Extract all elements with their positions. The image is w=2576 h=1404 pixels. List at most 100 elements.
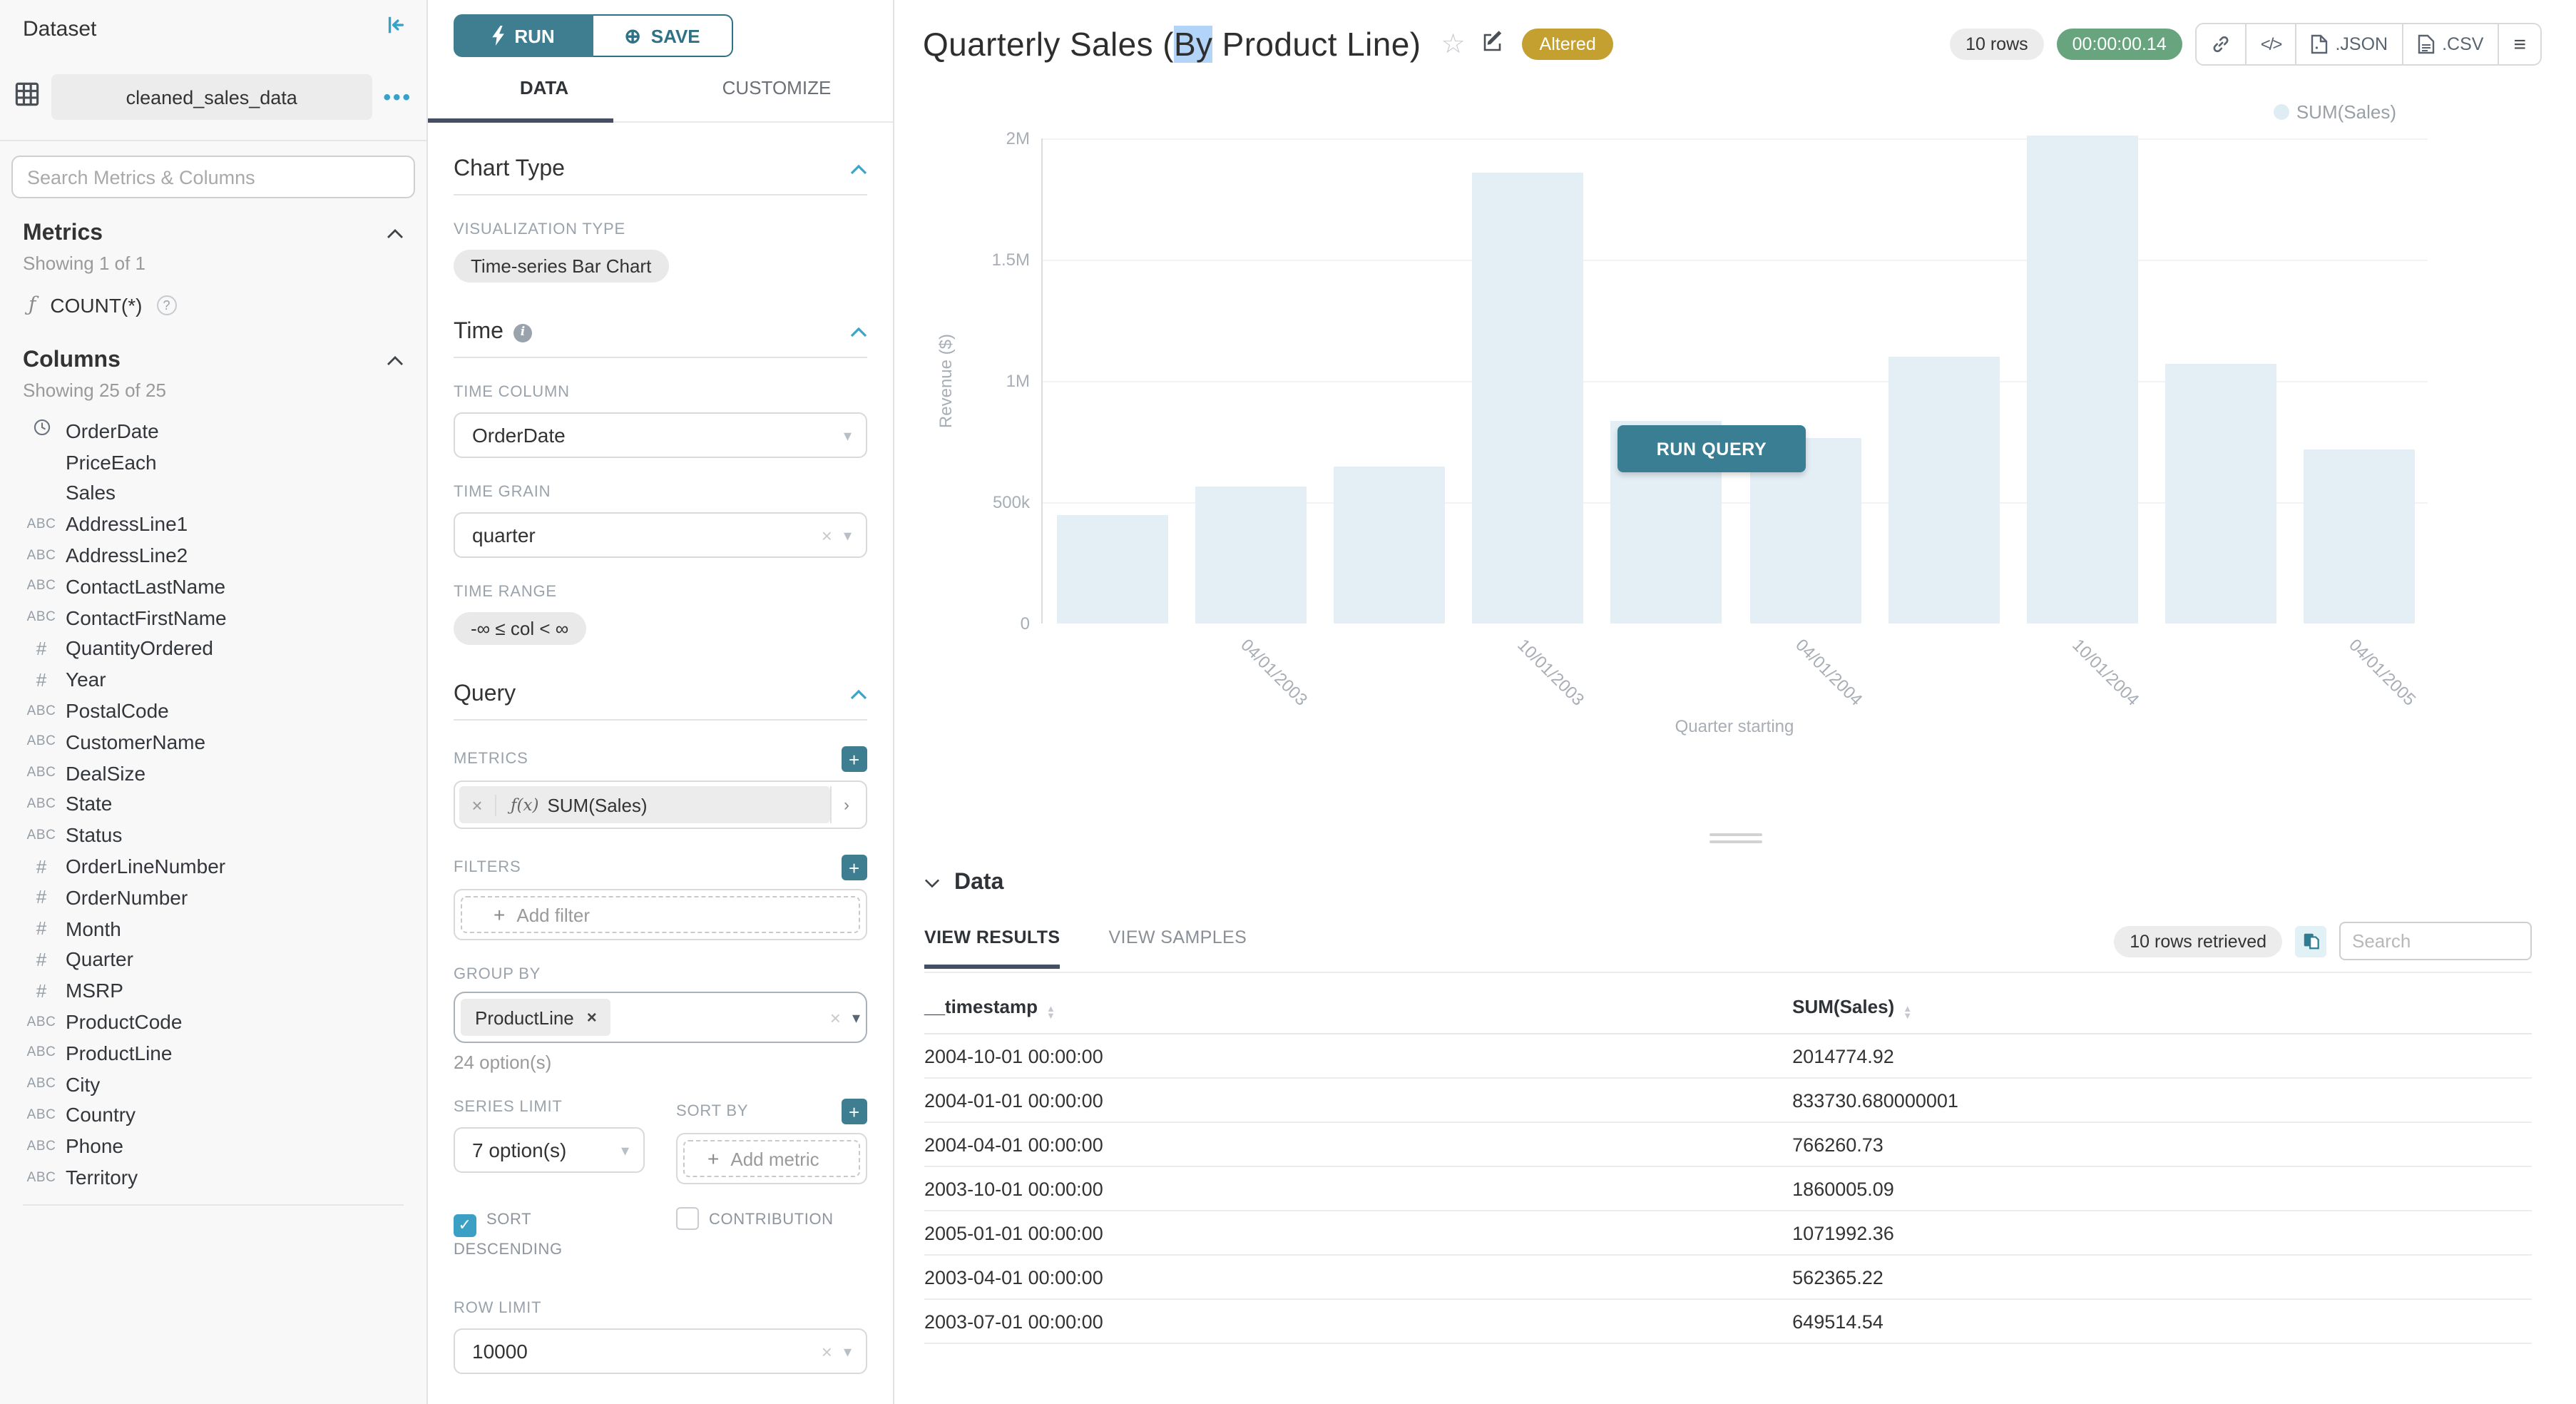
table-row[interactable]: 2004-04-01 00:00:00 766260.73 — [924, 1122, 2532, 1167]
tab-data[interactable]: DATA — [519, 77, 569, 98]
plus-icon: + — [494, 903, 506, 926]
sort-descending-checkbox[interactable]: ✓ — [454, 1214, 476, 1237]
column-header-sum-sales[interactable]: SUM(Sales) ▲ ▼ — [1792, 987, 2532, 1034]
group-by-control[interactable]: ProductLine × × ▾ — [454, 992, 867, 1043]
column-item[interactable]: ABC Phone — [0, 1131, 426, 1162]
column-item[interactable]: # OrderNumber — [0, 882, 426, 913]
metric-item[interactable]: ƒ COUNT(*) ? — [0, 274, 426, 317]
chart-type-collapse-icon[interactable] — [850, 157, 867, 183]
export-csv-button[interactable]: .CSV — [2402, 24, 2498, 64]
chevron-right-icon[interactable]: › — [830, 786, 862, 823]
bar-2003-01-01[interactable] — [1056, 515, 1168, 624]
cell-value: 2014774.92 — [1792, 1034, 2532, 1079]
column-item[interactable]: OrderDate — [0, 415, 426, 447]
edit-title-icon[interactable] — [1483, 29, 1506, 59]
export-json-button[interactable]: .JSON — [2295, 24, 2403, 64]
bar-2005-04-01[interactable] — [2304, 449, 2416, 624]
column-item[interactable]: # Month — [0, 913, 426, 945]
column-item[interactable]: ABC AddressLine1 — [0, 509, 426, 540]
column-item[interactable]: Sales — [0, 477, 426, 509]
time-grain-select[interactable]: quarter × ▾ — [454, 512, 867, 558]
column-item[interactable]: ABC Territory — [0, 1161, 426, 1193]
metric-chip[interactable]: × ƒ(x) SUM(Sales) — [459, 786, 830, 823]
add-metric-button[interactable]: + — [842, 746, 867, 772]
remove-chip-icon[interactable]: × — [586, 1007, 597, 1027]
embed-code-button[interactable]: </> — [2244, 24, 2296, 64]
bar-2003-04-01[interactable] — [1195, 487, 1307, 624]
table-row[interactable]: 2004-10-01 00:00:00 2014774.92 — [924, 1034, 2532, 1079]
table-row[interactable]: 2004-01-01 00:00:00 833730.680000001 — [924, 1078, 2532, 1123]
query-collapse-icon[interactable] — [850, 682, 867, 708]
bar-2004-10-01[interactable] — [2027, 135, 2138, 624]
chevron-down-icon[interactable] — [924, 878, 940, 889]
bar-2005-01-01[interactable] — [2165, 363, 2277, 624]
tab-view-results[interactable]: VIEW RESULTS — [924, 922, 1060, 969]
copy-data-button[interactable] — [2295, 925, 2326, 957]
add-filter-dropzone[interactable]: + Add filter — [461, 896, 860, 933]
tab-customize[interactable]: CUSTOMIZE — [722, 77, 832, 98]
save-button[interactable]: ⊕ SAVE — [593, 14, 733, 57]
sort-icon[interactable]: ▲ ▼ — [1903, 1004, 1913, 1021]
time-collapse-icon[interactable] — [850, 320, 867, 345]
table-row[interactable]: 2003-04-01 00:00:00 562365.22 — [924, 1255, 2532, 1300]
column-item[interactable]: ABC PostalCode — [0, 695, 426, 726]
search-metrics-columns-input[interactable] — [11, 156, 415, 198]
help-icon[interactable]: ? — [156, 295, 177, 315]
clear-icon[interactable]: × — [821, 524, 832, 546]
clear-icon[interactable]: × — [829, 1007, 841, 1028]
dataset-more-icon[interactable]: ••• — [383, 85, 412, 109]
column-item[interactable]: ABC State — [0, 788, 426, 820]
column-header-timestamp[interactable]: __timestamp ▲ ▼ — [924, 987, 1793, 1034]
tab-view-samples[interactable]: VIEW SAMPLES — [1108, 927, 1247, 947]
column-item[interactable]: ABC City — [0, 1068, 426, 1099]
group-by-chip[interactable]: ProductLine × — [461, 999, 611, 1036]
metrics-collapse-icon[interactable] — [387, 221, 404, 247]
dataset-name[interactable]: cleaned_sales_data — [51, 74, 372, 120]
columns-collapse-icon[interactable] — [387, 348, 404, 374]
favorite-star-icon[interactable]: ☆ — [1441, 29, 1466, 59]
sort-icon[interactable]: ▲ ▼ — [1046, 1004, 1056, 1021]
legend[interactable]: SUM(Sales) — [2273, 101, 2396, 123]
column-item[interactable]: # QuantityOrdered — [0, 633, 426, 664]
column-item[interactable]: ABC DealSize — [0, 758, 426, 789]
series-limit-select[interactable]: 7 option(s) ▾ — [454, 1127, 645, 1173]
run-button[interactable]: RUN — [454, 14, 593, 57]
panel-resize-handle[interactable] — [1709, 833, 1762, 848]
clock-icon — [17, 418, 66, 444]
column-item[interactable]: # MSRP — [0, 975, 426, 1007]
visualization-type-value[interactable]: Time-series Bar Chart — [454, 250, 669, 283]
collapse-panel-icon[interactable] — [385, 14, 407, 43]
column-item[interactable]: ABC ContactFirstName — [0, 602, 426, 634]
column-item[interactable]: ABC ProductCode — [0, 1006, 426, 1037]
bar-2004-07-01[interactable] — [1888, 356, 2000, 624]
table-row[interactable]: 2005-01-01 00:00:00 1071992.36 — [924, 1211, 2532, 1256]
column-item[interactable]: ABC CustomerName — [0, 726, 426, 758]
remove-metric-icon[interactable]: × — [459, 794, 496, 815]
clear-icon[interactable]: × — [821, 1341, 832, 1362]
altered-badge[interactable]: Altered — [1522, 29, 1613, 60]
time-range-value[interactable]: -∞ ≤ col < ∞ — [454, 612, 586, 645]
table-row[interactable]: 2003-07-01 00:00:00 649514.54 — [924, 1299, 2532, 1344]
contribution-checkbox[interactable] — [676, 1207, 699, 1230]
time-column-select[interactable]: OrderDate ▾ — [454, 412, 867, 458]
column-item[interactable]: # Quarter — [0, 944, 426, 975]
menu-button[interactable]: ≡ — [2498, 24, 2540, 64]
table-row[interactable]: 2003-10-01 00:00:00 1860005.09 — [924, 1166, 2532, 1211]
column-item[interactable]: ABC ContactLastName — [0, 571, 426, 602]
column-item[interactable]: # OrderLineNumber — [0, 850, 426, 882]
bar-2003-07-01[interactable] — [1334, 466, 1445, 624]
run-query-button[interactable]: RUN QUERY — [1617, 425, 1806, 472]
add-filter-button[interactable]: + — [842, 855, 867, 880]
column-item[interactable]: ABC AddressLine2 — [0, 539, 426, 571]
column-item[interactable]: # Year — [0, 664, 426, 696]
row-limit-select[interactable]: 10000 × ▾ — [454, 1328, 867, 1374]
copy-link-button[interactable] — [2196, 24, 2245, 64]
add-sort-metric-button[interactable]: + — [842, 1099, 867, 1124]
column-item[interactable]: ABC Status — [0, 820, 426, 851]
table-search-input[interactable] — [2339, 922, 2532, 960]
column-item[interactable]: ABC Country — [0, 1099, 426, 1131]
bar-2003-10-01[interactable] — [1472, 172, 1584, 624]
column-item[interactable]: PriceEach — [0, 447, 426, 478]
column-item[interactable]: ABC ProductLine — [0, 1037, 426, 1069]
add-sort-metric-dropzone[interactable]: + Add metric — [683, 1140, 860, 1177]
